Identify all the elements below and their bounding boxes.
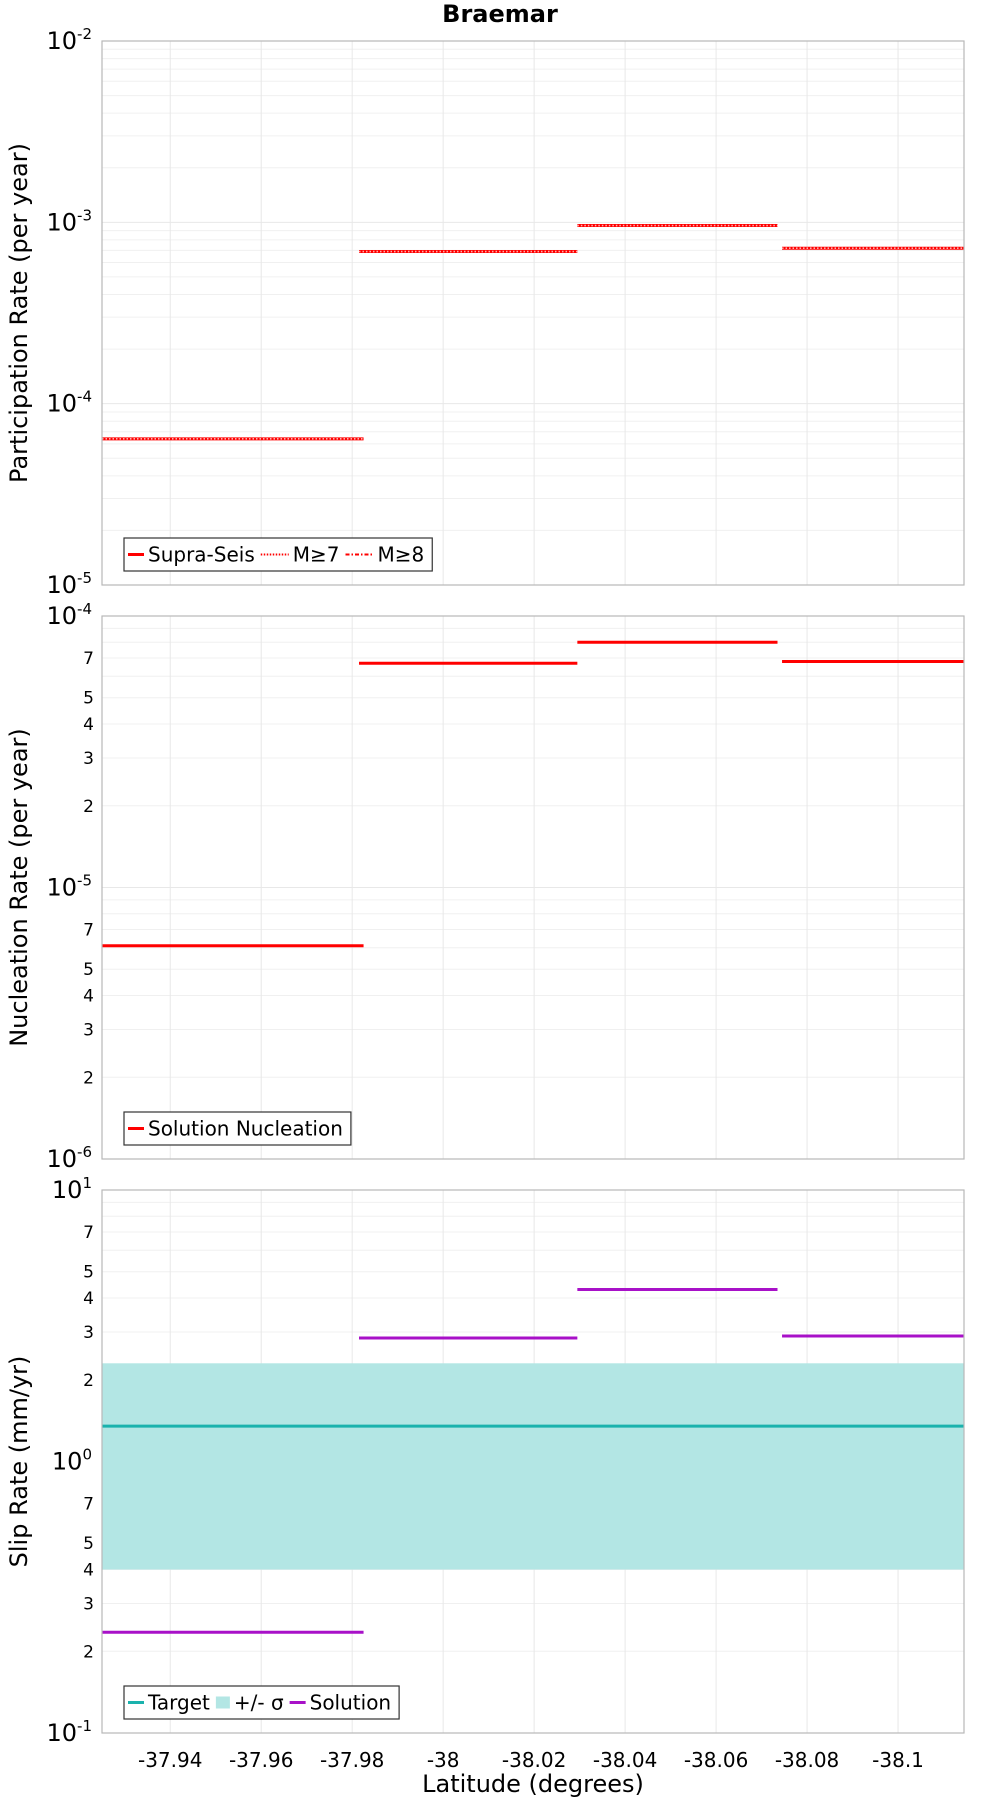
x-tick-label: -38.1 [872,1748,924,1772]
legend-label: +/- σ [234,1691,284,1715]
plot-frame [101,1189,965,1734]
legend-label: M≥8 [378,543,425,567]
x-tick-label: -38 [427,1748,460,1772]
x-tick-labels: -37.94 -37.96 -37.98 -38 -38.02 -38.04 -38.06 -… [138,1748,924,1772]
y-axis-label: Participation Rate (per year) [5,143,33,483]
y-minor-tick-label: 2 [83,1642,94,1662]
panel-nucleation: 10-6 10-5 10-4 2 3 4 5 7 2 3 4 5 7 Nucleation Rate (p… [5,600,965,1173]
chart-title: Braemar [442,0,558,28]
x-tick-label: -38.08 [775,1748,839,1772]
legend-label: M≥7 [293,543,340,567]
y-axis-label: Slip Rate (mm/yr) [5,1356,33,1568]
sigma-band [102,1363,964,1570]
y-tick-label: 10-2 [46,25,92,55]
y-tick-label: 10-3 [46,206,92,236]
legend: Solution Nucleation [123,1111,352,1146]
y-minor-tick-label: 2 [83,797,94,817]
y-tick-label: 100 [52,1446,92,1476]
legend-label: Target [147,1691,210,1715]
panel-participation: 10-5 10-4 10-3 10-2 Participation Rate (per … [5,25,965,599]
y-minor-tick-label: 5 [83,1263,94,1283]
y-minor-tick-label: 7 [83,1223,94,1243]
legend: Target +/- σ Solution [123,1685,400,1720]
y-tick-label: 101 [52,1174,92,1204]
legend-swatch-band [215,1696,230,1709]
y-minor-tick-label: 3 [83,1594,94,1614]
y-tick-label: 10-4 [46,600,92,630]
legend-box [123,1111,352,1146]
legend-box [123,1685,400,1720]
y-minor-tick-label: 7 [83,1495,94,1515]
legend-label: Solution [310,1691,391,1715]
y-minor-tick-label: 5 [83,1534,94,1554]
panel-slip: 10-1 100 101 2 3 4 5 7 2 3 4 5 7 Slip Rate (mm/yr) Tar… [5,1174,965,1747]
legend-box [123,537,433,572]
x-tick-label: -38.06 [684,1748,748,1772]
y-minor-tick-label: 2 [83,1068,94,1088]
y-axis-label: Nucleation Rate (per year) [5,728,33,1047]
y-minor-tick-label: 4 [83,987,94,1007]
x-tick-label: -38.04 [593,1748,657,1772]
x-tick-label: -38.02 [502,1748,566,1772]
y-tick-label: 10-5 [46,569,92,599]
y-minor-tick-label: 3 [83,1323,94,1343]
y-tick-label: 10-6 [46,1143,92,1173]
legend: Supra-Seis M≥7 M≥8 [123,537,433,572]
y-minor-tick-label: 3 [83,749,94,769]
x-tick-label: -37.98 [320,1748,384,1772]
x-tick-label: -37.94 [138,1748,202,1772]
y-minor-tick-label: 4 [83,715,94,735]
y-minor-tick-label: 7 [83,649,94,669]
x-axis-label: Latitude (degrees) [422,1770,644,1798]
legend-label: Supra-Seis [148,543,255,567]
y-minor-tick-label: 3 [83,1020,94,1040]
y-tick-label: 10-5 [46,872,92,902]
y-minor-tick-label: 5 [83,960,94,980]
plot-frame [101,615,965,1160]
y-minor-tick-label: 5 [83,689,94,709]
y-minor-tick-label: 4 [83,1561,94,1581]
plot-frame [101,40,965,586]
y-tick-label: 10-4 [46,388,92,418]
x-tick-label: -37.96 [229,1748,293,1772]
y-minor-tick-label: 7 [83,921,94,941]
y-minor-tick-label: 4 [83,1289,94,1309]
y-tick-label: 10-1 [46,1717,92,1747]
y-minor-tick-label: 2 [83,1371,94,1391]
legend-label: Solution Nucleation [148,1117,343,1141]
